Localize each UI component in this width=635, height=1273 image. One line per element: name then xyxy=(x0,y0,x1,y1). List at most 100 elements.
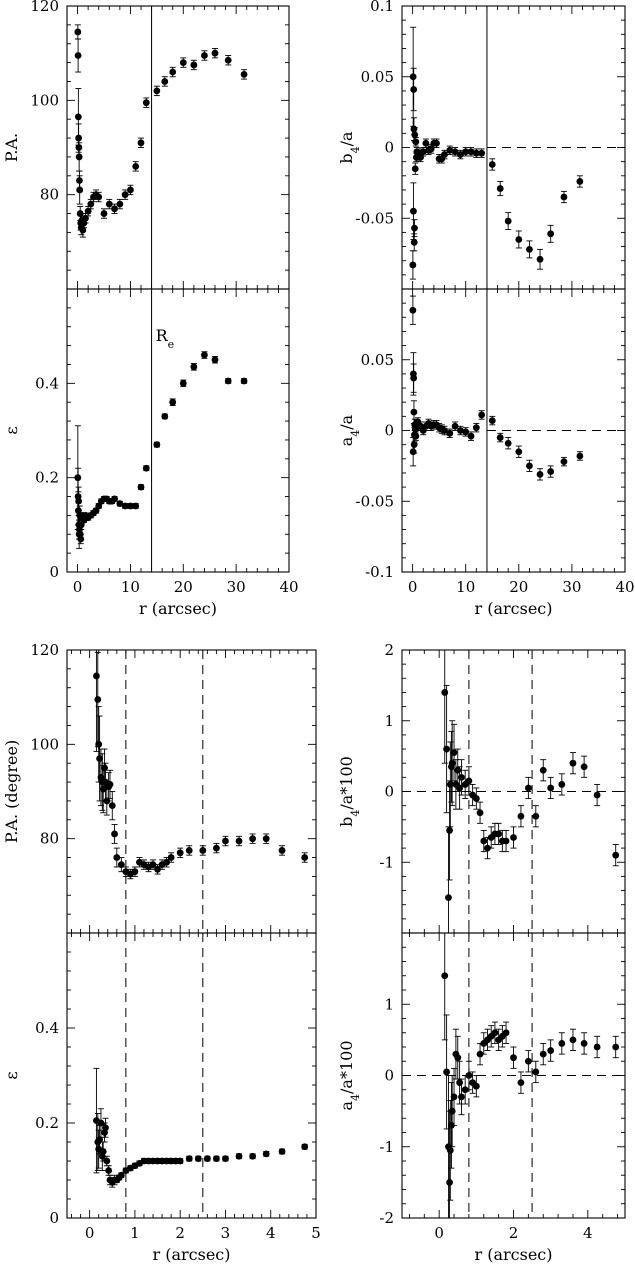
data-point xyxy=(161,78,169,85)
data-point xyxy=(547,1047,555,1054)
y-tick-label: 80 xyxy=(40,186,59,204)
data-point xyxy=(410,207,417,215)
data-point xyxy=(75,497,83,505)
y-tick-label: 2 xyxy=(384,641,394,659)
panel-top-right-lower: -0.1 -0.05 0 0.05 0 10 20 30 40 a4/a r (arcsec) xyxy=(337,288,635,618)
data-point xyxy=(410,86,418,93)
data-point xyxy=(179,379,187,387)
data-points xyxy=(441,933,620,1218)
data-point xyxy=(211,49,219,57)
data-point xyxy=(526,462,533,470)
data-point xyxy=(458,773,465,781)
data-point xyxy=(476,1050,484,1058)
data-point xyxy=(422,139,430,147)
data-points xyxy=(93,1067,309,1188)
data-point xyxy=(441,151,448,158)
data-point xyxy=(445,894,452,902)
data-point xyxy=(515,236,523,243)
panel-bottom-right-lower: -2 -1 0 1 0 2 4 a4/a*100 r (arcsec) xyxy=(337,932,626,1264)
x-tick-label: 40 xyxy=(279,578,298,596)
y-tick-label: 0.4 xyxy=(35,1019,59,1037)
data-point xyxy=(457,151,464,158)
data-point xyxy=(461,1086,469,1094)
data-point xyxy=(96,1136,103,1144)
data-point xyxy=(94,696,102,703)
data-point xyxy=(539,1050,547,1058)
data-point xyxy=(410,374,418,382)
y-axis-label: P.A. (degree) xyxy=(2,740,21,843)
data-point xyxy=(235,837,243,845)
data-point xyxy=(502,837,510,845)
data-point xyxy=(278,847,286,854)
plot-frame xyxy=(66,5,290,290)
data-point xyxy=(74,52,82,59)
data-point xyxy=(524,1057,532,1065)
data-point xyxy=(409,261,417,269)
data-point xyxy=(515,448,523,456)
data-points xyxy=(74,24,248,238)
data-point xyxy=(504,439,512,447)
x-axis-label: r (arcsec) xyxy=(474,599,552,618)
y-tick-label: -1 xyxy=(379,1138,394,1156)
data-point xyxy=(95,740,103,748)
data-point xyxy=(536,470,544,478)
data-point xyxy=(99,785,107,793)
data-point xyxy=(496,434,504,441)
data-point xyxy=(93,672,100,680)
data-point xyxy=(612,1043,620,1051)
data-point xyxy=(457,427,464,434)
data-point xyxy=(142,464,150,472)
data-point xyxy=(190,363,198,371)
data-point xyxy=(410,408,418,416)
x-axis-label: r (arcsec) xyxy=(139,599,217,618)
data-point xyxy=(510,1054,517,1062)
data-point xyxy=(87,200,95,208)
data-point xyxy=(411,224,418,232)
data-point xyxy=(448,759,456,767)
data-point xyxy=(547,784,555,792)
data-point xyxy=(539,766,547,774)
data-point xyxy=(488,417,496,424)
x-tick-label: 4 xyxy=(583,1224,593,1242)
data-point xyxy=(199,847,207,854)
data-point xyxy=(419,148,427,156)
data-point xyxy=(484,844,491,852)
data-point xyxy=(612,851,620,859)
plot-frame xyxy=(66,288,290,573)
data-point xyxy=(131,868,139,876)
data-point xyxy=(99,1148,107,1155)
data-point xyxy=(77,535,85,543)
data-point xyxy=(532,1068,540,1076)
data-point xyxy=(496,185,504,192)
data-point xyxy=(446,827,453,834)
data-point xyxy=(450,1093,458,1101)
y-tick-label: 0 xyxy=(384,139,394,157)
data-point xyxy=(163,858,171,866)
data-point xyxy=(465,1072,473,1079)
data-point xyxy=(201,52,208,59)
data-point xyxy=(560,193,568,201)
x-tick-label: 4 xyxy=(266,1224,276,1242)
data-point xyxy=(458,1093,465,1101)
y-tick-label: -0.05 xyxy=(356,209,394,227)
data-point xyxy=(176,849,184,857)
data-point xyxy=(558,1040,566,1047)
data-points xyxy=(441,650,620,933)
data-point xyxy=(472,1082,480,1090)
data-point xyxy=(249,835,257,843)
data-point xyxy=(446,1146,454,1154)
y-tick-label: -1 xyxy=(379,853,394,871)
panel-top-right-upper: -0.05 0 0.05 0.1 b4/a xyxy=(337,0,626,290)
data-point xyxy=(154,865,161,873)
data-point xyxy=(576,452,584,460)
data-point xyxy=(409,306,417,314)
data-point xyxy=(278,1148,286,1155)
x-tick-label: 40 xyxy=(615,578,634,596)
data-point xyxy=(106,781,114,788)
data-point xyxy=(467,432,475,440)
y-tick-label: -2 xyxy=(379,1209,394,1227)
data-point xyxy=(536,255,544,263)
data-point xyxy=(454,1054,462,1062)
data-point xyxy=(74,28,82,36)
